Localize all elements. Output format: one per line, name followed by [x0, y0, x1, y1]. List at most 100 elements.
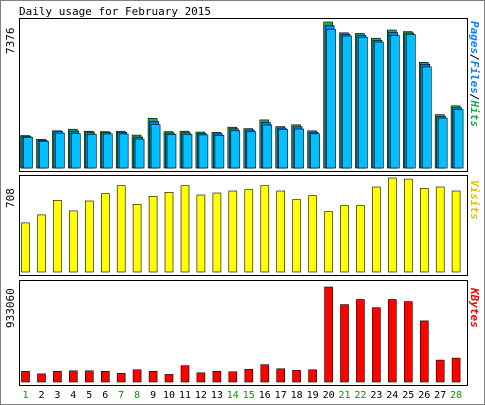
day-label: 5 [86, 390, 92, 401]
pages-bar [437, 117, 448, 169]
kbytes-bar [340, 304, 349, 383]
day-label: 21 [338, 390, 350, 401]
visits-bar [419, 188, 429, 273]
kbytes-bar [196, 372, 206, 383]
day-labels: 1 2 3 4 5 6 7 8 9 10 11 12 13 14 15 16 17 18 19 20 21 22 23 24 2… [22, 390, 462, 401]
kbytes-label: KBytes [468, 287, 481, 328]
sep-label-2: / [468, 94, 481, 101]
pages-bar [358, 37, 368, 169]
pages-bar [198, 134, 209, 169]
pages-bar [214, 135, 225, 169]
day-label: 1 [22, 390, 28, 401]
kbytes-bar [435, 359, 445, 383]
kbytes-ymax-label: 933060 [4, 288, 17, 328]
day-label: 3 [54, 390, 60, 401]
visits-bar [101, 193, 110, 273]
pages-bar [310, 133, 320, 169]
kbytes-bar [403, 301, 413, 383]
pages-bar [278, 129, 289, 169]
kbytes-bar [69, 370, 78, 383]
kbytes-bar [356, 299, 365, 383]
day-label: 28 [450, 390, 462, 401]
pages-bar [342, 35, 352, 169]
kbytes-bar [276, 368, 286, 383]
kbytes-bar [419, 320, 429, 383]
day-label: 9 [150, 390, 156, 401]
kbytes-bar [212, 370, 222, 383]
day-label: 15 [243, 390, 255, 401]
pages-bar [71, 133, 81, 169]
kbytes-bar [21, 370, 30, 383]
kbytes-bar [372, 307, 381, 383]
visits-bar [356, 205, 365, 273]
day-label: 8 [134, 390, 140, 401]
kbytes-bar [180, 365, 190, 383]
pages-bar [421, 66, 432, 169]
pages-bar [294, 128, 304, 169]
visits-bar [387, 177, 397, 273]
day-label: 17 [275, 390, 287, 401]
visits-bar [116, 185, 126, 273]
visits-panel-bars [21, 177, 461, 273]
day-label: 12 [195, 390, 207, 401]
kbytes-bar [53, 370, 62, 383]
day-label: 19 [307, 390, 319, 401]
pages-bar [23, 137, 33, 169]
panel-visits-frame [19, 175, 468, 276]
visits-ymax-label: 708 [4, 188, 17, 208]
pages-bar [389, 35, 400, 169]
panel-hits-frame [19, 18, 468, 172]
pages-bar [150, 124, 161, 169]
hits-panel-bars [20, 21, 464, 169]
day-label: 10 [163, 390, 175, 401]
pages-bar [87, 134, 97, 169]
pages-bar [103, 133, 113, 169]
visits-bar [180, 185, 190, 273]
kbytes-bar [101, 370, 110, 383]
visits-bar [340, 205, 349, 273]
pages-bar [166, 134, 177, 169]
visits-bar [212, 192, 222, 273]
visits-bar [132, 204, 142, 273]
day-label: 4 [70, 390, 76, 401]
hits-ymax-label: 7376 [4, 28, 17, 55]
day-label: 23 [370, 390, 382, 401]
pages-bar [182, 134, 193, 169]
visits-label: Visits [468, 180, 481, 220]
visits-bar [164, 192, 174, 273]
visits-bar [324, 211, 333, 273]
files-label: Files [468, 61, 481, 94]
kbytes-bar [451, 357, 461, 383]
kbytes-bar [85, 370, 94, 383]
kbytes-bar [164, 374, 174, 383]
visits-bar [69, 210, 78, 273]
visits-bar [21, 222, 30, 273]
visits-bar [37, 214, 46, 273]
day-label: 18 [291, 390, 303, 401]
pages-bar [262, 124, 273, 169]
visits-bar [148, 196, 158, 273]
kbytes-bar [37, 373, 46, 383]
visits-bar [451, 190, 461, 273]
pages-bar [134, 138, 145, 169]
pages-bar [118, 133, 129, 169]
visits-bar [53, 200, 62, 273]
kbytes-bar [387, 299, 397, 383]
day-label: 13 [211, 390, 223, 401]
sep-label-1: / [468, 54, 481, 61]
day-label: 7 [118, 390, 124, 401]
pages-bar [230, 130, 241, 169]
day-label: 27 [434, 390, 446, 401]
hits-label: Hits [468, 100, 481, 128]
kbytes-bar [132, 369, 142, 383]
day-label: 11 [179, 390, 191, 401]
visits-bar [403, 178, 413, 273]
visits-bar [196, 194, 206, 273]
kbytes-panel-bars [21, 286, 461, 383]
pages-bar [374, 41, 384, 169]
visits-bar [292, 199, 301, 273]
visits-bar [435, 186, 445, 273]
pages-files-hits-label: Pages/Files/Hits [468, 21, 481, 127]
